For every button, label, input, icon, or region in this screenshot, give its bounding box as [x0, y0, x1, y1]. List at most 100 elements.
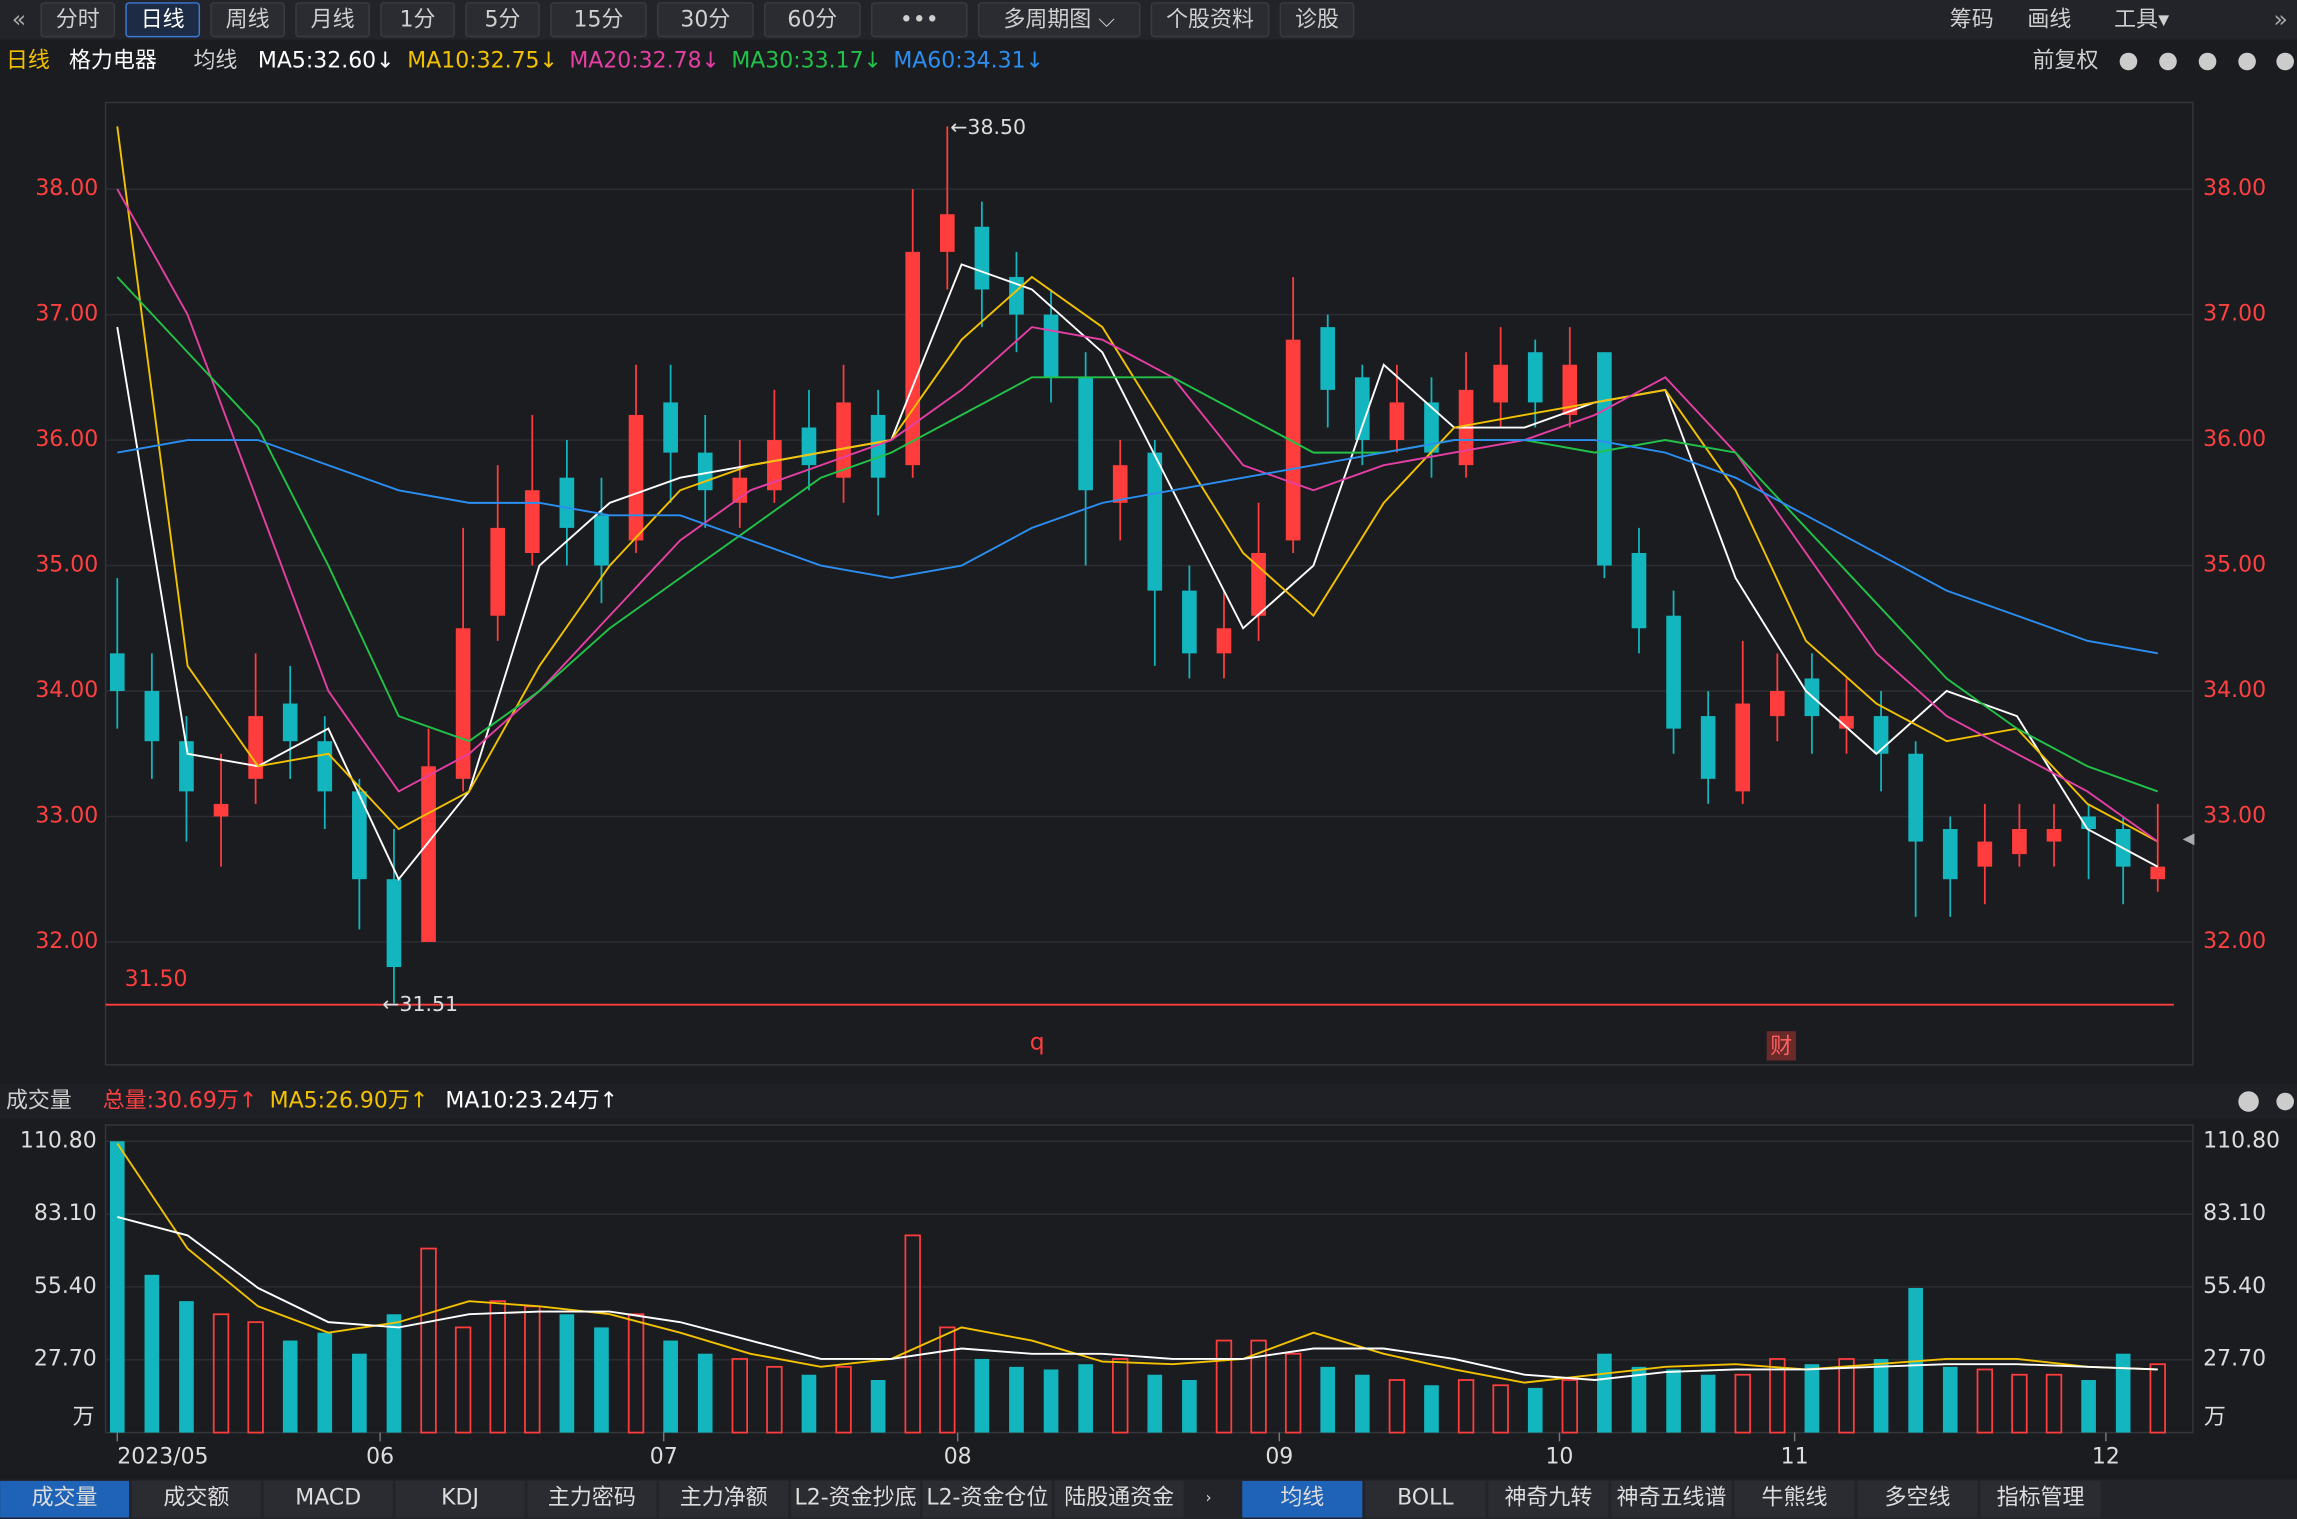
tab[interactable] [527, 1480, 657, 1518]
x-tick-label: 09 [1265, 1444, 1293, 1469]
toolbar-button[interactable] [295, 2, 370, 38]
toolbar-right[interactable]: 工具▾ [2114, 8, 2169, 33]
candle-body [1493, 364, 1508, 403]
toolbar-button[interactable] [210, 2, 285, 38]
ma-line [116, 188, 2159, 843]
back-icon[interactable]: « [12, 5, 26, 33]
tab-label[interactable]: L2-资金仓位 [926, 1485, 1048, 1510]
x-tick-label: 10 [1545, 1444, 1573, 1469]
toolbar-button[interactable] [870, 2, 968, 38]
candle-body [1597, 352, 1612, 566]
tab[interactable] [395, 1480, 525, 1518]
tab[interactable] [0, 1480, 129, 1518]
candle-body [1562, 364, 1578, 415]
toolbar-button[interactable] [380, 2, 455, 38]
tab[interactable] [1734, 1480, 1855, 1518]
candle-body [1942, 829, 1958, 880]
toolbar-right[interactable]: 筹码 [1950, 8, 1994, 33]
tab[interactable] [1488, 1480, 1609, 1518]
toolbar-button[interactable] [977, 2, 1141, 38]
adjust-label[interactable]: 前复权 [2033, 49, 2099, 74]
toolbar-label[interactable]: 60分 [787, 8, 837, 33]
volume-bar [594, 1327, 609, 1433]
tab-label[interactable]: 主力密码 [548, 1485, 636, 1510]
unit-label: 万 [73, 1405, 95, 1430]
tab-label[interactable]: 指标管理 [1997, 1485, 2085, 1510]
tab-label[interactable]: 成交额 [163, 1485, 229, 1510]
tab-label[interactable]: 牛熊线 [1762, 1485, 1828, 1510]
tab-label[interactable]: BOLL [1397, 1485, 1454, 1510]
tab[interactable] [1242, 1480, 1363, 1518]
toolbar-label[interactable]: 多周期图 ⌵ [1003, 8, 1115, 33]
volume-bar [1250, 1339, 1267, 1434]
legend-entry: MA10:32.75↓ [407, 49, 558, 74]
volume-bar [454, 1326, 472, 1434]
panel-icon[interactable] [2238, 52, 2256, 71]
volume-bar [247, 1321, 264, 1434]
tab[interactable] [1054, 1480, 1184, 1518]
tab-label[interactable]: 主力净额 [680, 1485, 768, 1510]
tab-label[interactable]: 多空线 [1885, 1485, 1951, 1510]
tab-label[interactable]: 成交量 [32, 1485, 98, 1510]
candle-body [1320, 327, 1336, 390]
tab-label[interactable]: 神奇五线谱 [1617, 1485, 1727, 1510]
tab-label[interactable]: MACD [295, 1485, 361, 1510]
volume-bar [1631, 1366, 1647, 1433]
toolbar-button[interactable] [550, 2, 647, 38]
tab-label[interactable]: 神奇九转 [1504, 1485, 1592, 1510]
tab[interactable] [131, 1480, 261, 1518]
tab[interactable] [659, 1480, 789, 1518]
panel-icon[interactable] [2159, 52, 2177, 71]
y-tick-label-right: 83.10 [2203, 1201, 2266, 1226]
tab-label[interactable]: KDJ [441, 1485, 479, 1510]
toolbar-button[interactable] [1150, 2, 1270, 38]
tab[interactable] [791, 1480, 920, 1518]
tab-more[interactable]: › [1206, 1489, 1212, 1506]
toolbar-label[interactable]: 个股资料 [1166, 8, 1254, 33]
volume-bar [1009, 1366, 1024, 1433]
tab[interactable] [1611, 1480, 1732, 1518]
volume-bar [1112, 1358, 1129, 1434]
toolbar-label[interactable]: 日线 [141, 8, 185, 33]
toolbar-button[interactable] [40, 2, 116, 38]
x-tick-label: 11 [1781, 1444, 1809, 1469]
tab-label[interactable]: 陆股通资金 [1064, 1485, 1174, 1510]
reference-label: 31.50 [125, 967, 188, 992]
panel-icon[interactable] [2198, 52, 2217, 71]
panel-icon[interactable] [2119, 52, 2138, 71]
toolbar-label[interactable]: 月线 [311, 8, 355, 33]
y-tick-label: 27.70 [34, 1347, 97, 1372]
tab-label[interactable]: 均线 [1280, 1485, 1324, 1510]
volume-legend: MA5:26.90万↑ [270, 1089, 429, 1114]
toolbar-label[interactable]: 5分 [485, 8, 521, 33]
toolbar-label[interactable]: 周线 [226, 8, 270, 33]
toolbar-right[interactable]: 画线 [2027, 8, 2071, 33]
volume-bar [2045, 1373, 2063, 1434]
close-icon[interactable] [2238, 1091, 2259, 1112]
toolbar-button[interactable] [1279, 2, 1355, 38]
toolbar-button[interactable] [465, 2, 540, 38]
candle-body [144, 691, 160, 742]
tab[interactable] [263, 1480, 393, 1518]
volume-bar [835, 1365, 852, 1434]
candle-body [836, 402, 851, 478]
panel-icon[interactable] [2276, 52, 2294, 71]
tab[interactable] [1365, 1480, 1486, 1518]
tab[interactable] [922, 1480, 1052, 1518]
toolbar-label[interactable]: 1分 [400, 8, 436, 33]
toolbar-label[interactable]: 分时 [56, 8, 100, 33]
tab[interactable] [1857, 1480, 1978, 1518]
toolbar-button[interactable] [763, 2, 861, 38]
toolbar-label[interactable]: ••• [900, 8, 939, 33]
forward-icon[interactable]: » [2273, 5, 2287, 33]
toolbar-label[interactable]: 诊股 [1295, 8, 1339, 33]
toolbar-label[interactable]: 15分 [573, 8, 623, 33]
settings-icon[interactable] [2276, 1092, 2294, 1111]
toolbar-label[interactable]: 30分 [680, 8, 730, 33]
tab[interactable] [1980, 1480, 2101, 1518]
candle-body [1527, 352, 1543, 403]
toolbar-button[interactable] [125, 2, 201, 38]
tab-label[interactable]: L2-资金抄底 [795, 1485, 917, 1510]
toolbar-button[interactable] [657, 2, 754, 38]
